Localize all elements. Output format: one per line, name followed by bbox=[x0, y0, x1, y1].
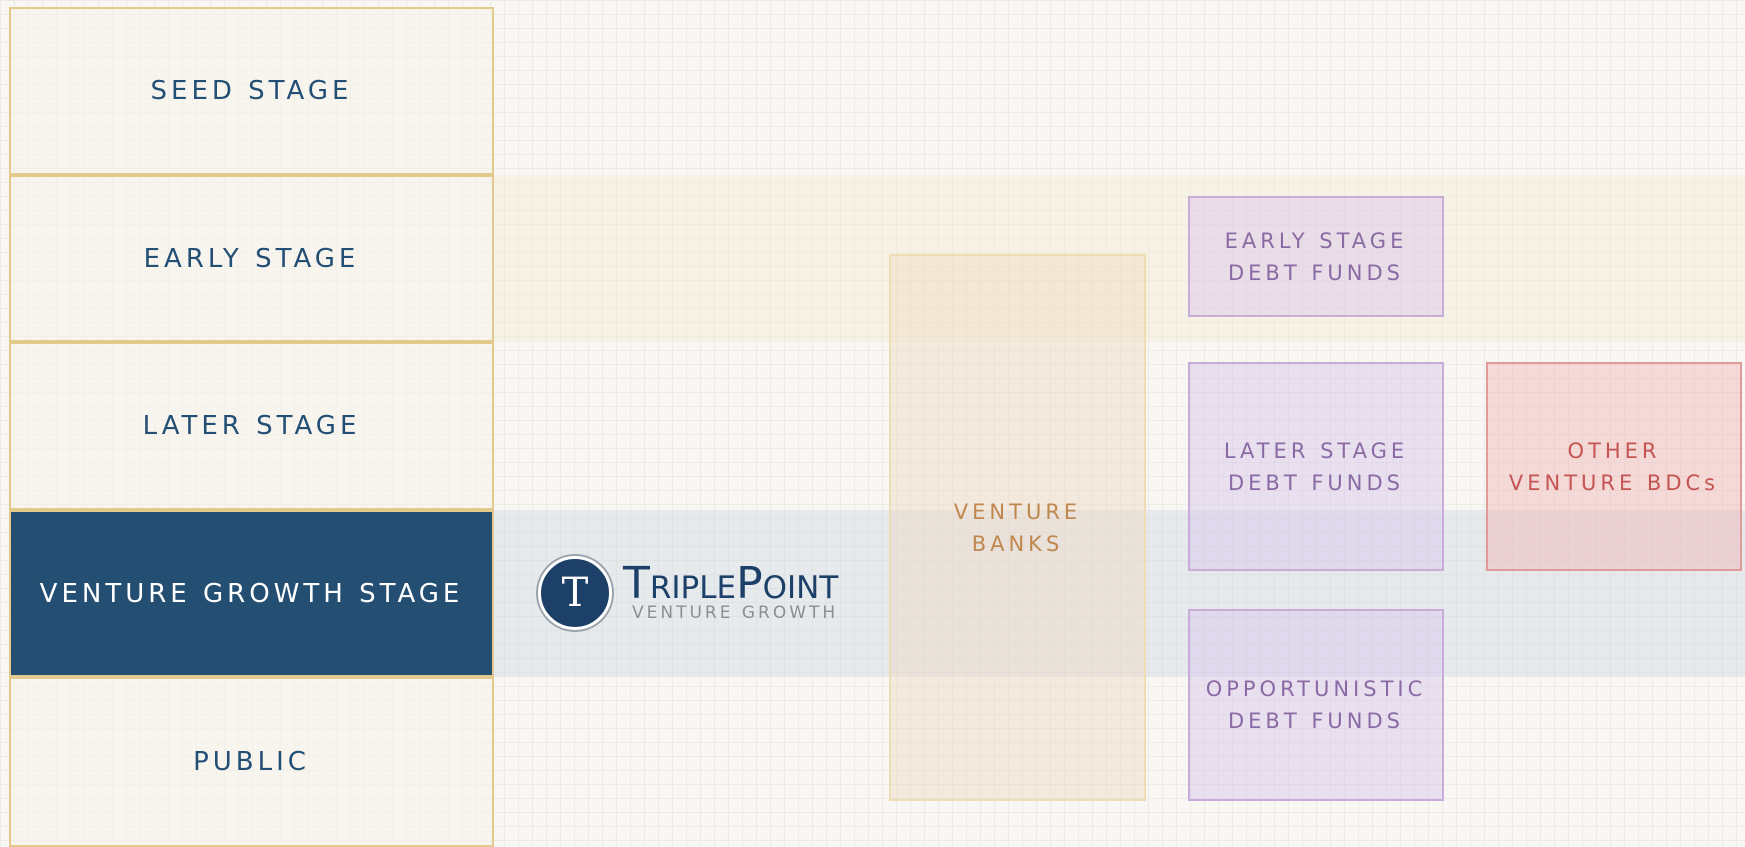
stage: SEED STAGE bbox=[9, 7, 494, 175]
stage: VENTURE GROWTH STAGE bbox=[9, 510, 494, 677]
provider: EARLY STAGE DEBT FUNDS bbox=[1188, 196, 1444, 317]
logo-tagline: VENTURE GROWTH bbox=[632, 603, 839, 623]
early-band bbox=[494, 175, 1745, 342]
provider: LATER STAGE DEBT FUNDS bbox=[1188, 362, 1444, 571]
logo-name: TriplePoint bbox=[623, 558, 839, 609]
provider-line: DEBT FUNDS bbox=[1227, 260, 1404, 285]
provider-line: BANKS bbox=[971, 531, 1064, 556]
provider-line: OPPORTUNISTIC bbox=[1205, 677, 1427, 701]
provider-line: EARLY STAGE bbox=[1224, 228, 1408, 253]
provider-line: OTHER bbox=[1567, 438, 1661, 463]
provider-line: VENTURE BDCs bbox=[1508, 470, 1720, 495]
provider: OTHER VENTURE BDCs bbox=[1486, 362, 1742, 571]
provider: VENTURE BANKS bbox=[889, 254, 1146, 801]
provider-line: LATER STAGE bbox=[1223, 438, 1409, 463]
provider-line: DEBT FUNDS bbox=[1227, 709, 1404, 733]
growth-band bbox=[494, 510, 1745, 677]
logo-icon: T bbox=[538, 556, 612, 630]
stage: LATER STAGE bbox=[9, 342, 494, 510]
stage: EARLY STAGE bbox=[9, 175, 494, 342]
stage: PUBLIC bbox=[9, 677, 494, 847]
provider: OPPORTUNISTIC DEBT FUNDS bbox=[1188, 609, 1444, 801]
provider-line: DEBT FUNDS bbox=[1227, 470, 1404, 495]
provider-line: VENTURE bbox=[953, 499, 1082, 524]
